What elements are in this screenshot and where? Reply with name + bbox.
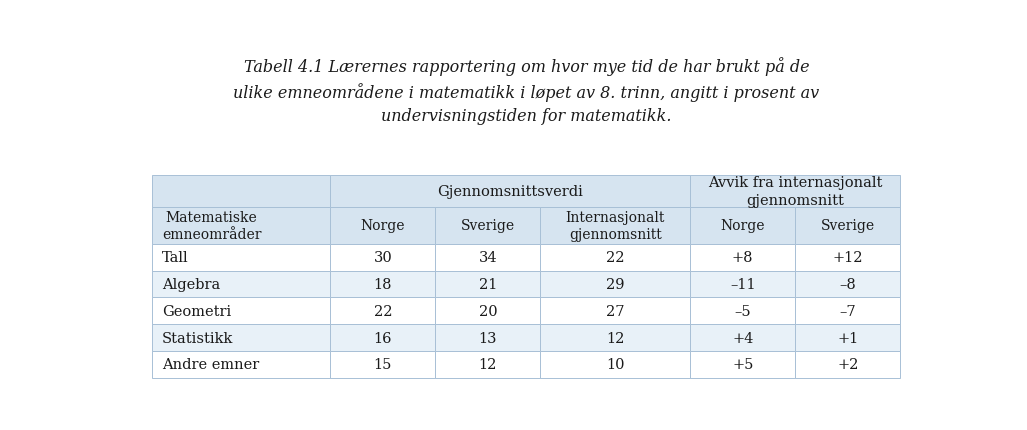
Bar [331, 176, 690, 207]
Bar [540, 351, 690, 378]
Bar [795, 298, 901, 324]
Bar [690, 351, 795, 378]
Bar [540, 298, 690, 324]
Text: Matematiske
emneområder: Matematiske emneområder [162, 210, 261, 241]
Text: +4: +4 [732, 331, 754, 345]
Bar [540, 207, 690, 244]
Bar [795, 351, 901, 378]
Text: +5: +5 [732, 357, 754, 372]
Text: Tabell 4.1 Lærernes rapportering om hvor mye tid de har brukt på de
ulike emneom: Tabell 4.1 Lærernes rapportering om hvor… [233, 57, 820, 125]
Text: Avvik fra internasjonalt
gjennomsnitt: Avvik fra internasjonalt gjennomsnitt [708, 176, 882, 207]
Bar [435, 271, 540, 298]
Text: Gjennomsnittsverdi: Gjennomsnittsverdi [438, 184, 583, 198]
Text: 21: 21 [479, 277, 497, 292]
Text: Internasjonalt
gjennomsnitt: Internasjonalt gjennomsnitt [566, 210, 665, 241]
Text: 12: 12 [479, 357, 497, 372]
Bar [152, 244, 331, 271]
Text: Tall: Tall [162, 251, 188, 265]
Text: 15: 15 [374, 357, 392, 372]
Text: +1: +1 [837, 331, 859, 345]
Text: 29: 29 [606, 277, 624, 292]
Bar [331, 271, 435, 298]
Bar [435, 324, 540, 351]
Bar [690, 298, 795, 324]
Bar [331, 244, 435, 271]
Text: –7: –7 [839, 304, 857, 318]
Bar [795, 244, 901, 271]
Bar [795, 207, 901, 244]
Text: 20: 20 [479, 304, 497, 318]
Text: +8: +8 [732, 251, 754, 265]
Bar [795, 271, 901, 298]
Text: 22: 22 [606, 251, 624, 265]
Text: Norge: Norge [721, 219, 765, 233]
Bar [690, 176, 901, 207]
Bar [331, 207, 435, 244]
Bar [435, 207, 540, 244]
Bar [152, 324, 331, 351]
Bar [795, 324, 901, 351]
Text: 13: 13 [479, 331, 497, 345]
Text: Statistikk: Statistikk [162, 331, 233, 345]
Bar [690, 244, 795, 271]
Text: Algebra: Algebra [162, 277, 220, 292]
Bar [331, 351, 435, 378]
Text: 18: 18 [374, 277, 392, 292]
Text: +2: +2 [837, 357, 859, 372]
Bar [152, 271, 331, 298]
Bar [690, 271, 795, 298]
Text: –8: –8 [839, 277, 857, 292]
Text: 10: 10 [606, 357, 624, 372]
Bar [152, 351, 331, 378]
Text: Andre emner: Andre emner [162, 357, 259, 372]
Text: +12: +12 [833, 251, 863, 265]
Bar [331, 298, 435, 324]
Text: 12: 12 [606, 331, 624, 345]
Bar [435, 244, 540, 271]
Text: –5: –5 [734, 304, 751, 318]
Bar [331, 324, 435, 351]
Bar [152, 207, 331, 244]
Text: 27: 27 [606, 304, 624, 318]
Text: Norge: Norge [360, 219, 405, 233]
Bar [540, 324, 690, 351]
Text: Geometri: Geometri [162, 304, 231, 318]
Text: Sverige: Sverige [461, 219, 515, 233]
Bar [540, 244, 690, 271]
Bar [690, 207, 795, 244]
Text: 16: 16 [374, 331, 392, 345]
Text: 30: 30 [374, 251, 392, 265]
Bar [152, 298, 331, 324]
Text: 22: 22 [374, 304, 392, 318]
Bar [690, 324, 795, 351]
Bar [540, 271, 690, 298]
Bar [435, 351, 540, 378]
Bar [435, 298, 540, 324]
Text: Sverige: Sverige [821, 219, 875, 233]
Text: –11: –11 [730, 277, 756, 292]
Bar [152, 176, 331, 207]
Text: 34: 34 [479, 251, 497, 265]
